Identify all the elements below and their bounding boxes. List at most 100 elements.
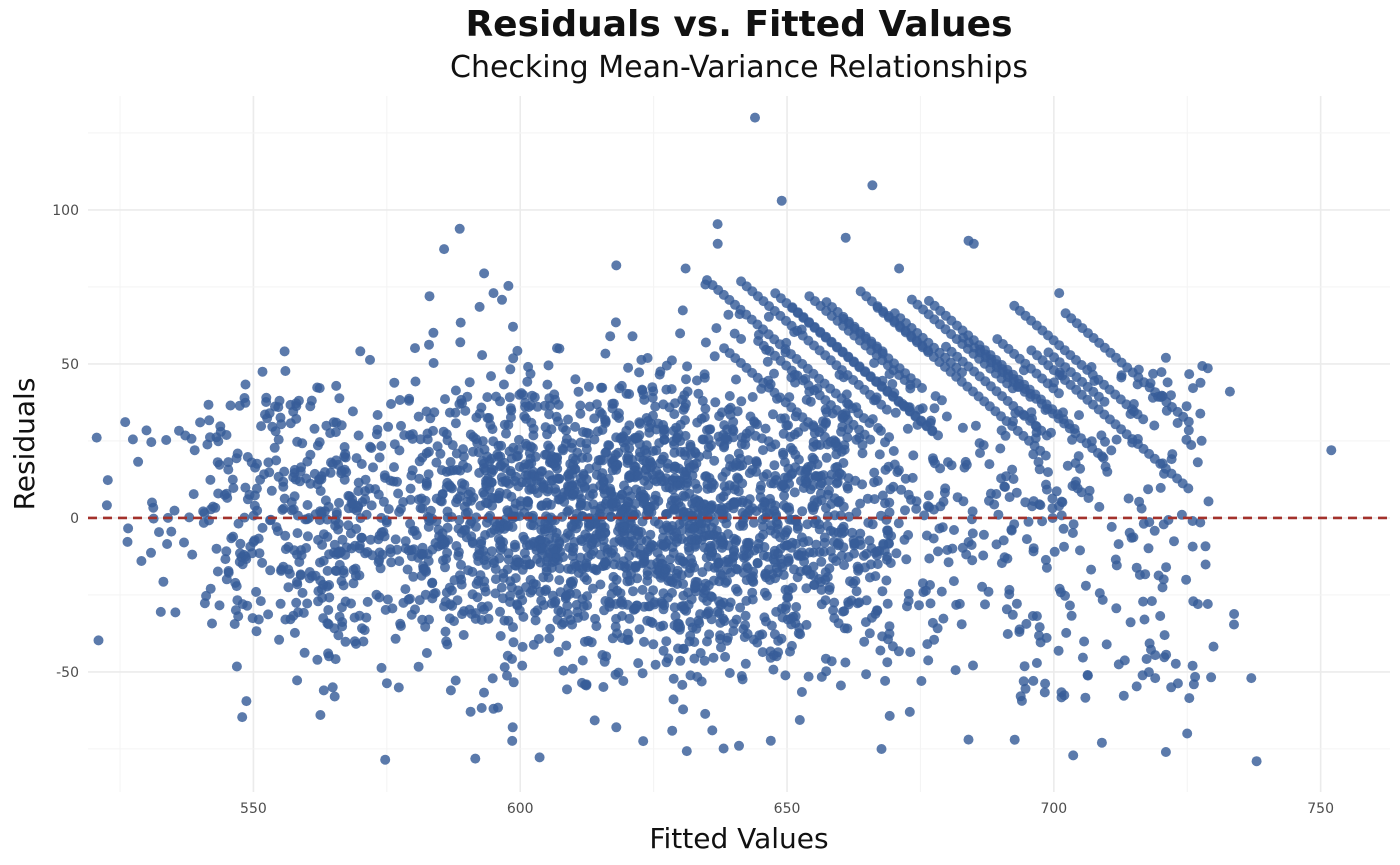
data-point	[389, 462, 399, 473]
data-point	[296, 462, 307, 473]
data-point	[213, 488, 224, 499]
data-point	[1023, 516, 1034, 527]
data-point	[1196, 435, 1207, 446]
data-point	[330, 427, 341, 438]
data-point	[821, 666, 832, 677]
data-point	[892, 467, 903, 478]
data-point	[122, 536, 133, 547]
data-point	[400, 584, 411, 595]
data-point	[263, 457, 274, 468]
data-point	[166, 526, 177, 537]
data-point	[781, 420, 792, 431]
data-point	[562, 600, 573, 611]
data-point	[977, 581, 988, 592]
data-point	[575, 408, 586, 419]
data-point	[686, 594, 697, 605]
data-point	[624, 420, 635, 431]
data-point	[553, 416, 564, 427]
data-point	[880, 675, 891, 686]
data-point	[1094, 501, 1105, 512]
data-point	[534, 752, 545, 763]
data-point	[184, 512, 195, 523]
data-point	[1008, 416, 1018, 427]
data-point	[864, 628, 875, 639]
data-point	[811, 539, 822, 550]
data-point	[424, 339, 434, 350]
data-point	[353, 477, 364, 488]
data-point	[1197, 361, 1208, 371]
data-point	[395, 621, 406, 631]
data-point	[213, 436, 224, 447]
data-point	[559, 496, 570, 507]
data-point	[770, 528, 781, 539]
data-point	[884, 621, 895, 632]
data-point	[316, 584, 327, 595]
data-point	[600, 527, 611, 538]
data-point	[820, 595, 831, 606]
data-point	[283, 582, 294, 593]
data-point	[679, 604, 690, 615]
data-point	[1149, 420, 1160, 431]
data-point	[589, 413, 600, 424]
data-point	[462, 496, 473, 507]
data-point	[740, 658, 751, 669]
data-point	[1172, 418, 1183, 428]
data-point	[1128, 399, 1139, 409]
data-point	[479, 268, 490, 279]
data-point	[967, 506, 978, 517]
data-point	[941, 411, 952, 422]
data-point	[198, 517, 209, 528]
data-point	[314, 383, 325, 394]
data-point	[759, 587, 770, 598]
data-point	[614, 413, 624, 423]
data-point	[506, 453, 517, 464]
data-point	[821, 452, 832, 463]
data-point	[535, 557, 546, 568]
data-point	[229, 619, 240, 629]
data-point	[1202, 599, 1213, 609]
data-point	[1041, 562, 1052, 573]
data-point	[906, 494, 916, 505]
data-point	[211, 543, 222, 554]
data-point	[1116, 370, 1127, 381]
data-point	[761, 616, 771, 627]
data-point	[744, 494, 755, 505]
data-point	[542, 379, 553, 390]
data-point	[787, 582, 798, 593]
data-point	[606, 511, 616, 522]
data-point	[901, 554, 912, 565]
data-point	[733, 486, 744, 497]
data-point	[514, 557, 525, 568]
data-point	[362, 547, 373, 557]
data-point	[769, 368, 779, 379]
data-point	[207, 618, 217, 629]
data-point	[292, 528, 303, 539]
data-point	[1123, 493, 1134, 504]
data-point	[253, 614, 264, 625]
data-point	[917, 578, 928, 589]
data-point	[575, 500, 586, 511]
data-point	[487, 673, 498, 684]
data-point	[394, 395, 405, 405]
data-point	[1111, 560, 1122, 571]
data-point	[1012, 381, 1023, 392]
data-point	[458, 451, 469, 462]
data-point	[639, 636, 649, 647]
data-point	[398, 597, 409, 608]
data-point	[642, 615, 653, 626]
data-point	[476, 703, 487, 713]
data-point	[450, 418, 461, 429]
data-point	[551, 473, 562, 484]
data-point	[758, 471, 769, 482]
data-point	[221, 574, 232, 585]
data-point	[729, 499, 740, 510]
data-point	[837, 528, 847, 539]
data-point	[1066, 610, 1077, 621]
data-point	[654, 566, 665, 577]
data-point	[610, 461, 621, 472]
data-point	[635, 447, 645, 458]
data-point	[522, 500, 533, 511]
data-point	[641, 535, 652, 546]
data-point	[747, 594, 758, 605]
data-point	[638, 552, 649, 563]
